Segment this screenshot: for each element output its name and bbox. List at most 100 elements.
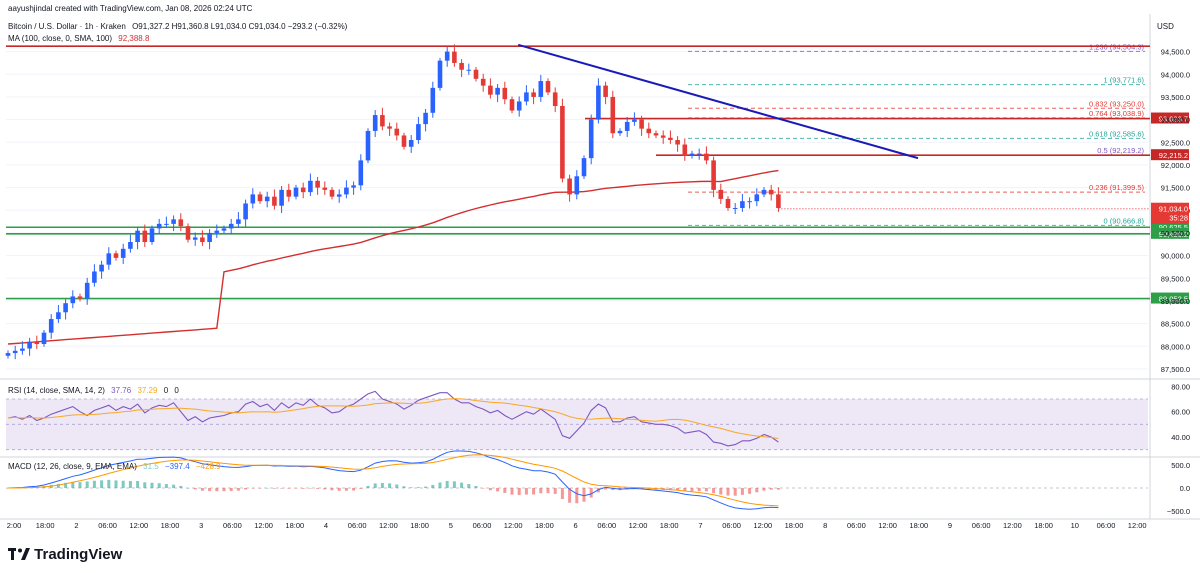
- macd-histogram-bar: [769, 488, 773, 490]
- macd-histogram-bar: [697, 488, 701, 492]
- macd-histogram-bar: [496, 488, 500, 492]
- macd-histogram-bar: [92, 480, 96, 488]
- candle-body: [639, 119, 644, 129]
- macd-histogram-bar: [71, 482, 75, 488]
- macd-legend[interactable]: MACD (12, 26, close, 9, EMA, EMA) 31.5 −…: [8, 462, 225, 471]
- candle-body: [408, 140, 414, 147]
- price-line-tag-label: 89,052.5: [1159, 295, 1188, 304]
- time-tick-label: 06:00: [223, 521, 242, 530]
- candle-body: [70, 296, 76, 304]
- candle-body: [120, 248, 126, 258]
- time-tick-label: 8: [823, 521, 827, 530]
- macd-histogram-bar: [366, 485, 370, 488]
- time-tick-label: 12:00: [254, 521, 273, 530]
- candle-body: [610, 96, 616, 134]
- credit-text: aayushjindal created with TradingView.co…: [8, 4, 253, 13]
- candle-body: [264, 196, 270, 202]
- macd-histogram-bar: [258, 488, 262, 489]
- macd-histogram-bar: [100, 480, 104, 488]
- macd-histogram-bar: [373, 483, 377, 488]
- candle-body: [754, 194, 760, 202]
- candle-body: [135, 230, 140, 242]
- candle-body: [747, 201, 752, 203]
- time-tick-label: 18:00: [410, 521, 429, 530]
- macd-histogram-bar: [337, 488, 341, 491]
- macd-histogram-bar: [172, 484, 176, 488]
- macd-histogram-bar: [416, 487, 420, 488]
- time-tick-label: 18:00: [909, 521, 928, 530]
- candle-body: [689, 153, 695, 156]
- candle-body: [372, 115, 378, 131]
- candle-body: [207, 232, 212, 242]
- macd-tick-label: −500.0: [1167, 507, 1190, 516]
- price-tick-label: 90,500.0: [1161, 229, 1190, 238]
- price-tick-label: 92,500.0: [1161, 138, 1190, 147]
- candle-body: [581, 158, 587, 177]
- candle-body: [99, 264, 104, 272]
- macd-histogram-bar: [488, 488, 492, 491]
- candle-body: [423, 112, 428, 125]
- macd-histogram-bar: [647, 488, 651, 490]
- time-tick-label: 12:00: [878, 521, 897, 530]
- rsi-tick-label: 40.00: [1171, 433, 1190, 442]
- candle-body: [416, 124, 421, 140]
- candle-body: [20, 348, 25, 351]
- candle-body: [732, 208, 738, 209]
- price-line-tag: [1151, 292, 1189, 304]
- candle-body: [452, 51, 457, 63]
- price-line-tag: [1151, 112, 1189, 124]
- rsi-tick-label: 80.00: [1171, 382, 1190, 391]
- macd-histogram-bar: [265, 487, 269, 489]
- macd-histogram-bar: [344, 488, 348, 491]
- macd-histogram-bar: [575, 488, 579, 504]
- macd-histogram-bar: [200, 488, 204, 491]
- currency-label[interactable]: USD: [1157, 22, 1174, 31]
- macd-histogram-bar: [690, 488, 694, 492]
- price-tick-label: 92,000.0: [1161, 161, 1190, 170]
- candle-body: [279, 189, 284, 206]
- time-tick-label: 06:00: [597, 521, 616, 530]
- candle-body: [5, 353, 11, 356]
- rsi-tick-label: 60.00: [1171, 408, 1190, 417]
- price-tick-label: 88,000.0: [1161, 342, 1190, 351]
- rsi-ma-line: [7, 398, 779, 439]
- candle-body: [675, 140, 680, 145]
- candle-body: [358, 160, 364, 186]
- time-tick-label: 3: [199, 521, 203, 530]
- candle-body: [596, 85, 601, 120]
- time-tick-label: 5: [449, 521, 453, 530]
- price-line-tag-label: 90,625.5: [1159, 223, 1188, 232]
- time-tick-label: 12:00: [129, 521, 148, 530]
- candle-body: [84, 282, 90, 299]
- macd-histogram-bar: [287, 488, 291, 489]
- price-line-tag: [1151, 149, 1189, 161]
- macd-histogram-bar: [467, 484, 471, 488]
- macd-histogram-bar: [726, 488, 730, 496]
- macd-tick-label: 0.0: [1180, 484, 1190, 493]
- tradingview-logo[interactable]: TradingView: [8, 546, 122, 563]
- candle-body: [214, 230, 220, 233]
- price-tick-label: 88,500.0: [1161, 320, 1190, 329]
- candle-body: [466, 69, 472, 71]
- candle-body: [315, 180, 320, 188]
- symbol-title[interactable]: Bitcoin / U.S. Dollar · 1h · Kraken: [8, 22, 126, 31]
- ma-value: 92,388.8: [118, 34, 150, 43]
- time-tick-label: 2: [74, 521, 78, 530]
- macd-histogram-bar: [733, 488, 737, 496]
- macd-histogram-bar: [85, 481, 89, 488]
- macd-histogram-bar: [740, 488, 744, 495]
- candle-body: [516, 101, 522, 111]
- price-tick-label: 93,000.0: [1161, 116, 1190, 125]
- macd-histogram-bar: [676, 488, 680, 491]
- candle-body: [200, 237, 205, 242]
- price-line-tag-label: 92,215.2: [1159, 151, 1188, 160]
- rsi-legend[interactable]: RSI (14, close, SMA, 14, 2) 37.76 37.29 …: [8, 386, 183, 395]
- macd-histogram-bar: [546, 488, 550, 494]
- candle-body: [185, 226, 191, 240]
- price-line-tag: [1151, 221, 1189, 233]
- candle-body: [545, 81, 551, 93]
- candle-body: [574, 176, 580, 195]
- ma-legend[interactable]: MA (100, close, 0, SMA, 100) 92,388.8: [8, 34, 153, 43]
- price-tick-label: 89,000.0: [1161, 297, 1190, 306]
